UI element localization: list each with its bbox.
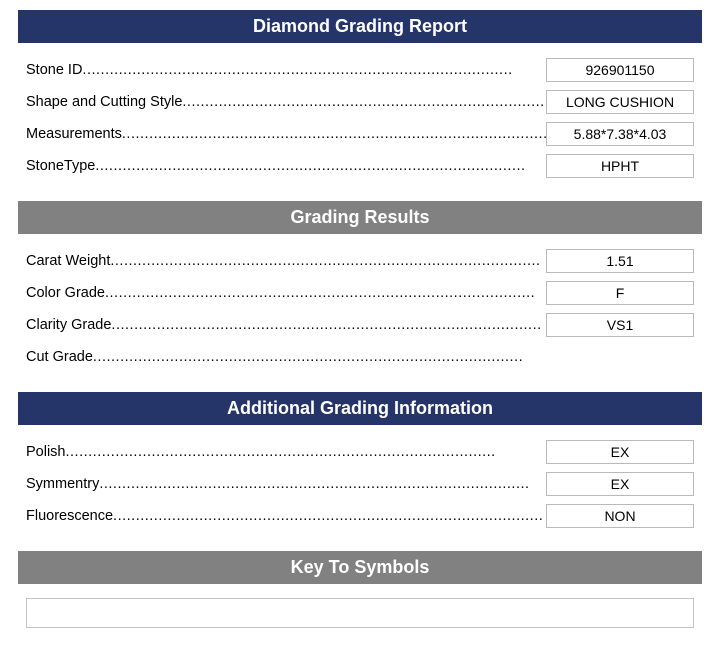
row-stone-type: StoneType...............................… [26,153,694,179]
section-header-symbols: Key To Symbols [18,551,702,584]
additional-fields: Polish..................................… [18,439,702,545]
value-fluorescence: NON [546,504,694,528]
section-title-symbols: Key To Symbols [291,557,430,577]
label-color: Color Grade.............................… [26,285,546,301]
row-cut: Cut Grade...............................… [26,344,694,370]
report-fields: Stone ID................................… [18,57,702,195]
report-container: Diamond Grading Report Stone ID.........… [0,0,720,648]
row-symmetry: Symmentry...............................… [26,471,694,497]
value-measurements: 5.88*7.38*4.03 [546,122,694,146]
value-clarity: VS1 [546,313,694,337]
label-polish: Polish..................................… [26,444,546,460]
section-title-additional: Additional Grading Information [227,398,493,418]
label-clarity: Clarity Grade...........................… [26,317,546,333]
label-shape: Shape and Cutting Style.................… [26,94,546,110]
value-carat: 1.51 [546,249,694,273]
value-color: F [546,281,694,305]
row-clarity: Clarity Grade...........................… [26,312,694,338]
value-cut-empty [546,345,694,369]
value-stone-type: HPHT [546,154,694,178]
label-stone-type: StoneType...............................… [26,158,546,174]
section-header-report: Diamond Grading Report [18,10,702,43]
row-measurements: Measurements............................… [26,121,694,147]
row-fluorescence: Fluorescence............................… [26,503,694,529]
section-header-additional: Additional Grading Information [18,392,702,425]
row-shape: Shape and Cutting Style.................… [26,89,694,115]
value-stone-id: 926901150 [546,58,694,82]
row-polish: Polish..................................… [26,439,694,465]
label-fluorescence: Fluorescence............................… [26,508,546,524]
value-symmetry: EX [546,472,694,496]
row-carat: Carat Weight............................… [26,248,694,274]
label-measurements: Measurements............................… [26,126,546,142]
symbols-box [26,598,694,628]
value-shape: LONG CUSHION [546,90,694,114]
section-title-grading: Grading Results [290,207,429,227]
section-title-report: Diamond Grading Report [253,16,467,36]
row-stone-id: Stone ID................................… [26,57,694,83]
label-cut: Cut Grade...............................… [26,349,546,365]
label-stone-id: Stone ID................................… [26,62,546,78]
label-carat: Carat Weight............................… [26,253,546,269]
label-symmetry: Symmentry...............................… [26,476,546,492]
grading-fields: Carat Weight............................… [18,248,702,386]
section-header-grading: Grading Results [18,201,702,234]
row-color: Color Grade.............................… [26,280,694,306]
value-polish: EX [546,440,694,464]
